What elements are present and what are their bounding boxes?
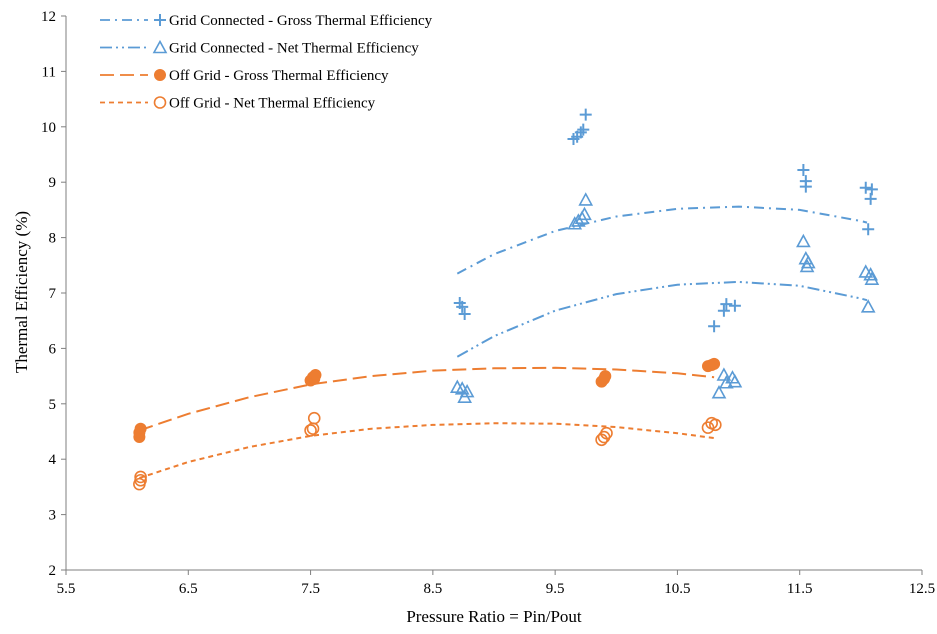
data-point-plus (458, 308, 471, 321)
data-point-plus (799, 180, 812, 193)
data-point-open-circle (304, 424, 317, 437)
y-tick-label: 8 (49, 231, 57, 247)
data-point-triangle (571, 213, 586, 227)
trendline-open-circle (139, 422, 715, 479)
data-point-triangle (727, 373, 743, 388)
y-tick-label: 7 (49, 286, 57, 302)
data-point-plus (865, 183, 878, 196)
y-tick-label: 12 (41, 9, 56, 25)
data-point-filled-circle (309, 368, 322, 381)
y-tick-label: 2 (49, 563, 57, 579)
points-layer (133, 108, 880, 491)
data-point-filled-circle (599, 370, 612, 383)
y-axis-title: Thermal Efficiency (%) (12, 211, 31, 373)
legend-label: Off Grid - Net Thermal Efficiency (169, 96, 376, 112)
data-point-triangle (796, 233, 811, 248)
data-point-plus (579, 108, 592, 121)
data-point-triangle (860, 299, 876, 313)
data-point-plus (577, 123, 590, 136)
y-tick-label: 4 (49, 452, 57, 468)
x-tick-label: 12.5 (909, 581, 935, 597)
y-tick-label: 10 (41, 120, 56, 136)
legend-marker (154, 69, 166, 81)
data-point-triangle (577, 206, 592, 221)
trend-layer (139, 205, 868, 479)
trendline-triangle (456, 280, 868, 358)
legend-label: Grid Connected - Gross Thermal Efficienc… (169, 13, 433, 29)
data-point-plus (859, 181, 872, 194)
legend-marker (153, 96, 167, 109)
y-tick-label: 11 (42, 64, 56, 80)
x-tick-label: 11.5 (787, 581, 813, 597)
x-tick-label: 8.5 (423, 581, 442, 597)
data-point-plus (864, 192, 877, 205)
data-point-filled-circle (708, 357, 721, 370)
data-point-plus (728, 299, 741, 312)
axes-layer: 5.5 6.5 7.5 8.5 9.5 10.5 11.5 12.5 2 3 4 5 6 7 8 9 10 11 1… (41, 9, 935, 597)
data-point-open-circle (600, 426, 613, 440)
x-tick-label: 7.5 (301, 581, 320, 597)
data-point-plus (574, 126, 587, 139)
x-tick-label: 5.5 (57, 581, 76, 597)
data-point-open-circle (307, 411, 321, 425)
x-tick-label: 10.5 (664, 581, 690, 597)
y-tick-label: 3 (49, 508, 57, 524)
data-point-triangle (578, 192, 594, 206)
data-point-triangle (863, 267, 878, 281)
y-tick-label: 6 (49, 341, 57, 357)
data-point-open-circle (134, 473, 147, 487)
y-tick-label: 5 (49, 397, 57, 413)
data-point-open-circle (134, 470, 147, 484)
x-tick-label: 6.5 (179, 581, 198, 597)
legend-label: Grid Connected - Net Thermal Efficiency (169, 41, 419, 57)
data-point-filled-circle (134, 422, 147, 435)
legend: Grid Connected - Gross Thermal Efficienc… (100, 13, 433, 112)
data-point-triangle (711, 385, 727, 399)
data-point-plus (456, 300, 469, 313)
y-tick-label: 9 (49, 175, 57, 191)
data-point-triangle (800, 254, 816, 269)
legend-label: Off Grid - Gross Thermal Efficiency (169, 68, 389, 84)
data-point-open-circle (709, 418, 722, 432)
x-tick-label: 9.5 (546, 581, 565, 597)
data-point-plus (717, 304, 730, 317)
legend-marker (152, 39, 168, 54)
x-axis-title: Pressure Ratio = Pin/Pout (406, 607, 582, 626)
data-point-triangle (864, 271, 880, 285)
data-point-plus (862, 223, 875, 236)
legend-marker (154, 14, 166, 26)
data-point-plus (708, 320, 721, 333)
data-point-triangle (459, 383, 475, 398)
trendline-filled-circle (139, 366, 715, 432)
data-point-plus (720, 298, 733, 311)
data-point-plus (797, 164, 810, 177)
